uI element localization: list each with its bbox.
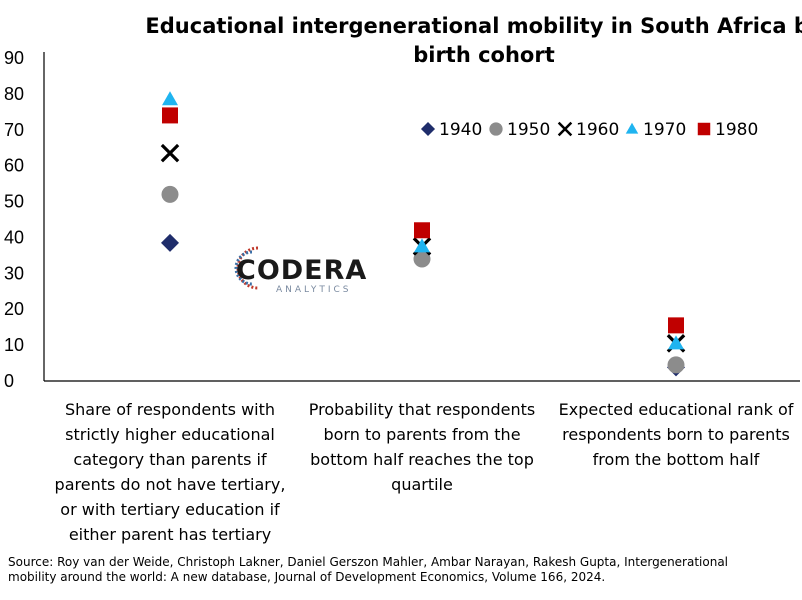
legend-item-1980: 1980 <box>697 120 758 140</box>
chart-title-line: birth cohort <box>413 43 555 67</box>
y-tick-label: 70 <box>4 120 24 140</box>
category-label: born to parents from the <box>323 425 520 444</box>
source-line: mobility around the world: A new databas… <box>8 570 605 584</box>
data-point-1980 <box>162 107 178 124</box>
legend-item-1970: 1970 <box>625 120 686 140</box>
codera-ring-icon <box>234 246 259 290</box>
category-label: from the bottom half <box>593 450 760 469</box>
source-note: Source: Roy van der Weide, Christoph Lak… <box>8 555 728 584</box>
legend-item-1940: 1940 <box>420 120 482 140</box>
legend: 1940 1950 1960 1970 1980 <box>420 120 758 140</box>
data-point-1960 <box>160 143 180 163</box>
legend-label: 1970 <box>643 120 686 140</box>
y-tick-label: 90 <box>4 48 24 68</box>
category-label: category than parents if <box>73 450 267 469</box>
y-tick-label: 50 <box>4 192 24 212</box>
category-label: Share of respondents with <box>65 400 275 419</box>
data-points <box>160 91 686 377</box>
y-tick-label: 80 <box>4 84 24 104</box>
category-label: quartile <box>391 475 453 494</box>
data-point-1980 <box>414 222 430 239</box>
category-label: strictly higher educational <box>65 425 275 444</box>
data-point-1940 <box>161 233 179 252</box>
data-point-1950 <box>161 185 179 203</box>
legend-marker-1970 <box>625 122 639 134</box>
category-labels: Share of respondents with strictly higher… <box>55 400 794 544</box>
chart-title-line: Educational intergenerational mobility i… <box>145 14 802 38</box>
y-tick-label: 10 <box>4 335 24 355</box>
y-tick-label: 40 <box>4 227 24 247</box>
category-label: bottom half reaches the top <box>310 450 534 469</box>
data-point-1950 <box>413 250 431 268</box>
legend-item-1960: 1960 <box>557 120 619 140</box>
data-point-1980 <box>668 317 684 334</box>
legend-label: 1950 <box>507 120 550 140</box>
legend-item-1950: 1950 <box>489 120 550 140</box>
category-label: or with tertiary education if <box>60 500 280 519</box>
category-label: parents do not have tertiary, <box>55 475 286 494</box>
y-tick-label: 0 <box>4 371 14 391</box>
y-tick-label: 60 <box>4 156 24 176</box>
legend-label: 1980 <box>715 120 758 140</box>
watermark-name: CODERA <box>236 255 367 286</box>
data-point-1970 <box>162 91 178 106</box>
category-label: Probability that respondents <box>309 400 535 419</box>
category-label: either parent has tertiary <box>69 525 271 544</box>
watermark-logo: CODERA ANALYTICS <box>234 246 367 295</box>
data-point-1970 <box>414 238 430 253</box>
y-tick-labels: 0 10 20 30 40 50 60 70 80 90 <box>4 48 24 391</box>
axes <box>43 52 800 382</box>
category-label: Expected educational rank of <box>559 400 794 419</box>
legend-marker-1950 <box>489 122 503 136</box>
source-line: Source: Roy van der Weide, Christoph Lak… <box>8 555 728 569</box>
legend-label: 1940 <box>439 120 482 140</box>
data-point-1950 <box>667 356 685 374</box>
y-tick-label: 30 <box>4 263 24 283</box>
legend-label: 1960 <box>576 120 619 140</box>
data-point-1970 <box>668 335 684 350</box>
legend-marker-1980 <box>697 122 711 136</box>
chart-title: Educational intergenerational mobility i… <box>145 14 802 67</box>
legend-marker-1960 <box>557 121 573 137</box>
category-label: respondents born to parents <box>562 425 790 444</box>
watermark-sub: ANALYTICS <box>276 285 352 295</box>
y-tick-label: 20 <box>4 299 24 319</box>
legend-marker-1940 <box>420 121 436 137</box>
